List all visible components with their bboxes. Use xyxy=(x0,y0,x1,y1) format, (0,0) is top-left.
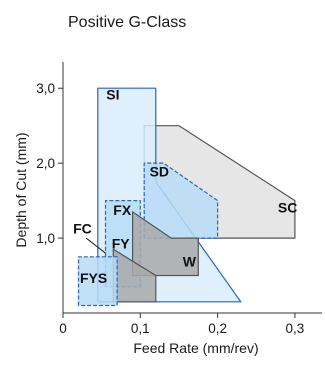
labels-layer: SC SI SD FX W FY FC FYS xyxy=(73,87,297,287)
x-axis-label: Feed Rate (mm/rev) xyxy=(133,340,258,356)
region-label-sc: SC xyxy=(278,200,297,216)
y-axis-label: Depth of Cut (mm) xyxy=(13,132,29,247)
y-tick-label: 1,0 xyxy=(36,231,55,246)
region-sd xyxy=(143,162,219,239)
region-fys xyxy=(77,256,118,307)
x-tick-label: 0,2 xyxy=(208,321,227,336)
region-fc xyxy=(85,237,106,254)
x-tick-label: 0 xyxy=(59,321,67,336)
axes xyxy=(62,62,322,314)
y-tick-label: 2,0 xyxy=(36,156,55,171)
x-tick-label: 0,1 xyxy=(131,321,150,336)
region-label-fx: FX xyxy=(113,202,132,218)
region-label-si: SI xyxy=(106,87,119,103)
regions-layer xyxy=(77,87,296,307)
region-label-fc: FC xyxy=(73,221,92,237)
region-label-fys: FYS xyxy=(80,270,107,286)
ticks-layer: 0 0,1 0,2 0,3 1,0 2,0 3,0 xyxy=(36,81,304,336)
x-tick-label: 0,3 xyxy=(286,321,305,336)
y-tick-label: 3,0 xyxy=(36,81,55,96)
region-w xyxy=(132,211,199,277)
region-label-sd: SD xyxy=(150,164,169,180)
chart-title: Positive G-Class xyxy=(68,14,186,31)
region-label-fy: FY xyxy=(112,236,131,252)
region-label-w: W xyxy=(183,254,197,270)
